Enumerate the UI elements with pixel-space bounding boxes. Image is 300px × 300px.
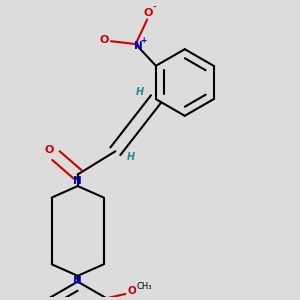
Text: -: - [153, 3, 157, 12]
Text: +: + [141, 36, 147, 45]
Text: N: N [73, 176, 82, 186]
Text: O: O [45, 146, 54, 155]
Text: H: H [127, 152, 135, 162]
Text: O: O [128, 286, 136, 296]
Text: N: N [73, 276, 82, 286]
Text: CH₃: CH₃ [136, 282, 152, 291]
Text: N: N [134, 40, 142, 50]
Text: O: O [100, 35, 109, 45]
Text: H: H [136, 87, 144, 97]
Text: O: O [144, 8, 153, 18]
